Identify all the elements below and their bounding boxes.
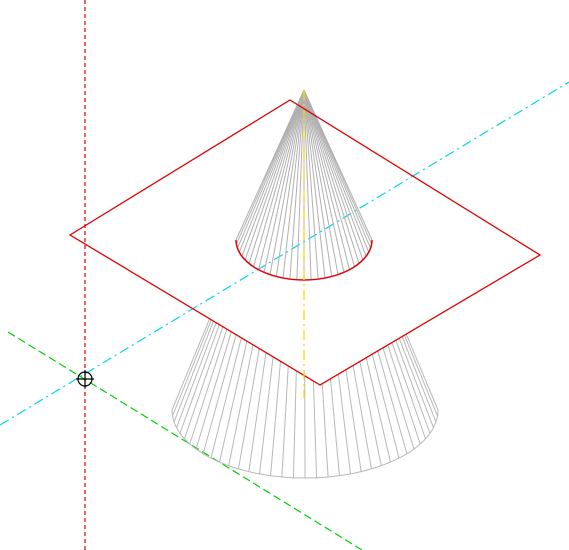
cone-edge [303,89,350,270]
cone-edge [258,89,305,270]
cone-edge [248,89,305,264]
cone-edge [269,89,305,275]
cone-edge [282,89,305,279]
y-axis-line [7,331,363,550]
cone-edge [296,89,305,280]
cone-edge [303,89,370,253]
cone-edge [252,89,305,267]
cone-edge [303,89,364,261]
cone-edge [303,89,326,279]
cone-edge [303,89,339,275]
cone-edge [303,89,360,264]
upper-cone [235,89,373,280]
cone-edge [244,89,305,261]
cone-edge [303,89,312,280]
cone-edge [289,89,305,280]
cone-edge [241,89,305,257]
ucs-marker [76,370,94,388]
cone-edge [238,89,305,253]
cutting-plane [68,99,542,386]
cone-edge [303,89,345,273]
cone-edge [303,89,333,277]
cone-edge [303,89,367,257]
cone-edge [275,89,305,277]
cone-edge [303,89,356,267]
cone-edge [303,89,319,280]
cone-edge [237,89,305,249]
cone-edge [263,89,305,273]
